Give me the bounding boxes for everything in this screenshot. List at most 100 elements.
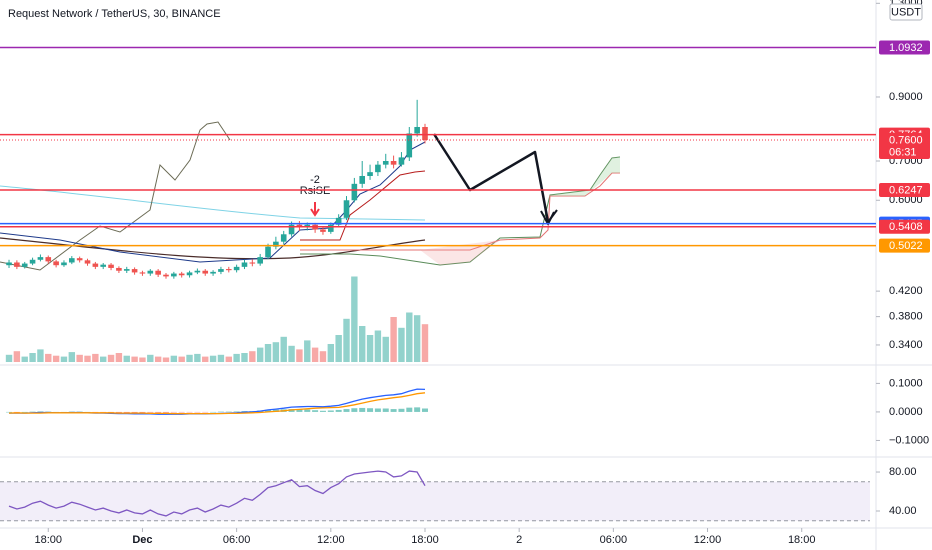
volume-bar xyxy=(413,315,421,362)
volume-bar xyxy=(241,353,248,362)
macd-histogram xyxy=(296,409,303,412)
macd-histogram xyxy=(155,411,162,413)
volume-bar xyxy=(92,353,99,362)
macd-histogram xyxy=(319,410,326,412)
y-tick-label: 0.4200 xyxy=(889,285,923,297)
volume-bar xyxy=(249,351,256,362)
candle-body xyxy=(29,259,36,264)
candle-body xyxy=(194,270,201,273)
volume-bar xyxy=(170,355,178,362)
candle-body xyxy=(45,257,52,262)
annotation: -2 xyxy=(310,174,320,186)
macd-histogram xyxy=(131,411,138,413)
candle-body xyxy=(335,217,342,225)
candle-body xyxy=(131,269,138,273)
volume-bar xyxy=(52,355,60,362)
macd-histogram xyxy=(241,411,248,412)
candle-body xyxy=(273,241,279,247)
candle-body xyxy=(21,263,28,267)
candle-body xyxy=(359,175,366,184)
candle-body xyxy=(69,258,75,263)
candle-body xyxy=(288,224,295,235)
volume-bar xyxy=(366,335,374,362)
volume-bar xyxy=(45,353,52,362)
macd-histogram xyxy=(351,408,358,412)
x-tick-label: 18:00 xyxy=(35,534,63,546)
macd-histogram xyxy=(398,408,405,412)
macd-histogram xyxy=(21,411,28,413)
macd-histogram xyxy=(421,408,428,412)
candle-body xyxy=(92,263,99,267)
volume-bar xyxy=(100,356,107,362)
volume-bar xyxy=(343,318,350,362)
candle-body xyxy=(14,262,20,267)
volume-bar xyxy=(76,354,83,362)
arrow-tail xyxy=(547,209,558,223)
candle-body xyxy=(6,262,12,266)
price-tag-label: 0.6247 xyxy=(889,184,923,196)
price-tag-label: 0.5022 xyxy=(889,240,923,252)
candle-body xyxy=(351,183,358,201)
price-tag-label: 1.0932 xyxy=(889,42,923,54)
macd-histogram xyxy=(170,411,177,413)
volume-bar xyxy=(335,335,342,362)
candle-body xyxy=(233,266,240,271)
volume-bar xyxy=(147,354,154,362)
volume-bar xyxy=(311,347,319,362)
candle-body xyxy=(61,262,67,266)
volume-bar xyxy=(421,324,429,362)
projection-path xyxy=(432,133,550,223)
price-tag xyxy=(879,182,930,197)
annotation: RsiSE xyxy=(300,185,331,197)
candle-body xyxy=(202,270,209,274)
rsi-line xyxy=(8,470,426,517)
candle-body xyxy=(265,246,271,258)
macd-histogram xyxy=(406,407,413,412)
volume-bar xyxy=(319,351,327,362)
candle-body xyxy=(367,172,373,176)
volume-bar xyxy=(13,351,21,362)
volume-bar xyxy=(154,356,162,362)
macd-histogram xyxy=(225,411,232,413)
macd-histogram xyxy=(29,411,36,413)
currency-box[interactable] xyxy=(889,3,923,21)
volume-bar xyxy=(288,345,295,362)
candle-body xyxy=(320,229,326,232)
volume-bar xyxy=(264,344,272,362)
candle-body xyxy=(139,272,146,274)
price-tag xyxy=(879,238,930,253)
macd-histogram xyxy=(233,411,240,412)
y-tick-label: 0.0000 xyxy=(889,406,923,418)
volume-bar xyxy=(131,356,138,362)
macd-histogram xyxy=(312,410,319,412)
macd-histogram xyxy=(217,411,224,413)
macd-histogram xyxy=(162,411,169,413)
macd-histogram xyxy=(147,411,154,413)
volume-bar xyxy=(186,354,193,362)
y-tick-label: 40.00 xyxy=(889,505,917,517)
macd-histogram xyxy=(390,409,397,412)
candle-body xyxy=(225,269,232,271)
macd-histogram xyxy=(123,411,130,413)
volume-bar xyxy=(107,354,115,362)
y-tick-label: 0.3400 xyxy=(889,339,923,351)
x-tick-label: Dec xyxy=(132,534,152,546)
macd-histogram xyxy=(335,409,342,412)
volume-bar xyxy=(351,276,358,362)
volume-bar xyxy=(123,355,130,362)
x-tick-label: 12:00 xyxy=(317,534,345,546)
countdown: 06:31 xyxy=(889,146,917,158)
macd-histogram xyxy=(37,411,44,412)
macd-histogram xyxy=(304,409,311,412)
candle-body xyxy=(257,257,263,264)
candle-body xyxy=(155,270,161,275)
volume-bar xyxy=(21,356,28,362)
rsi-band xyxy=(0,481,870,521)
volume-bar xyxy=(272,342,280,362)
volume-bar xyxy=(304,340,311,362)
candle-body xyxy=(186,272,193,276)
volume-bar xyxy=(233,353,240,362)
candle-body xyxy=(100,264,107,267)
